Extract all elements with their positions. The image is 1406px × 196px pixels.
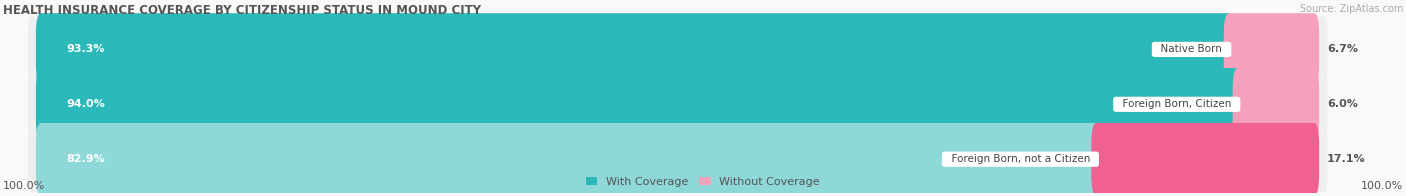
FancyBboxPatch shape <box>1091 123 1319 195</box>
Text: 6.0%: 6.0% <box>1327 99 1358 109</box>
Text: Foreign Born, not a Citizen: Foreign Born, not a Citizen <box>945 154 1097 164</box>
Text: Native Born: Native Born <box>1154 44 1229 54</box>
FancyBboxPatch shape <box>37 123 1101 195</box>
Text: 94.0%: 94.0% <box>66 99 105 109</box>
FancyBboxPatch shape <box>1223 13 1319 86</box>
FancyBboxPatch shape <box>37 68 1243 141</box>
Text: 17.1%: 17.1% <box>1327 154 1365 164</box>
FancyBboxPatch shape <box>28 16 1327 82</box>
Text: Foreign Born, Citizen: Foreign Born, Citizen <box>1116 99 1237 109</box>
Text: 100.0%: 100.0% <box>3 181 45 191</box>
FancyBboxPatch shape <box>37 13 1234 86</box>
Text: 82.9%: 82.9% <box>66 154 105 164</box>
Text: 100.0%: 100.0% <box>1361 181 1403 191</box>
Text: HEALTH INSURANCE COVERAGE BY CITIZENSHIP STATUS IN MOUND CITY: HEALTH INSURANCE COVERAGE BY CITIZENSHIP… <box>3 5 481 17</box>
Text: 93.3%: 93.3% <box>66 44 105 54</box>
Text: 6.7%: 6.7% <box>1327 44 1358 54</box>
FancyBboxPatch shape <box>1233 68 1319 141</box>
Legend: With Coverage, Without Coverage: With Coverage, Without Coverage <box>582 172 824 191</box>
FancyBboxPatch shape <box>28 126 1327 192</box>
Text: Source: ZipAtlas.com: Source: ZipAtlas.com <box>1301 5 1403 15</box>
FancyBboxPatch shape <box>28 71 1327 137</box>
